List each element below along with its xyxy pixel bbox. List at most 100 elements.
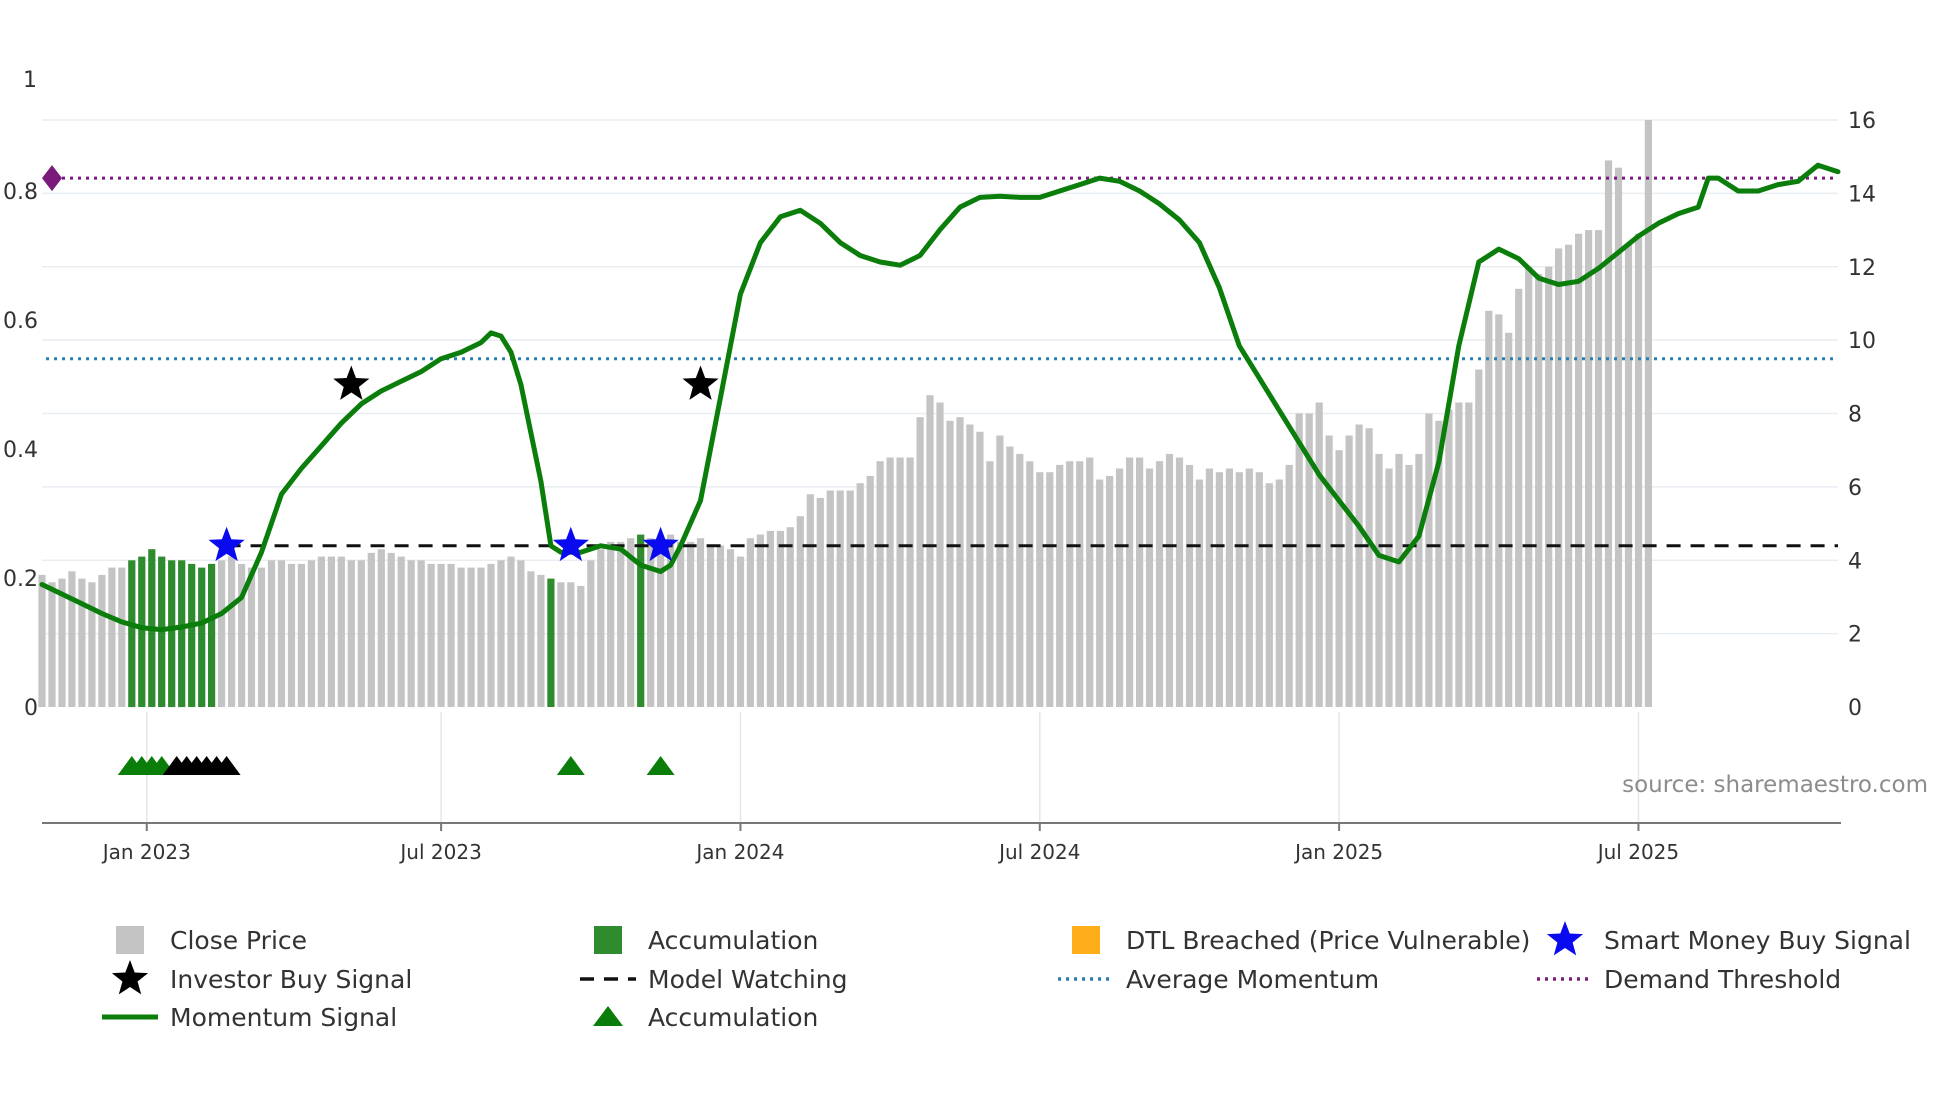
legend-close-price-swatch — [116, 926, 144, 954]
close-price-bar — [377, 549, 385, 707]
close-price-bar — [1285, 464, 1293, 707]
x-axis-tick-label: Jan 2023 — [101, 840, 191, 864]
close-price-bar — [397, 556, 405, 707]
close-price-bar — [916, 417, 924, 707]
close-price-bar — [996, 435, 1004, 707]
investor-buy-signal-icon — [682, 365, 719, 400]
signal-markers — [117, 365, 719, 775]
left-axis-tick-label: 0 — [24, 696, 38, 721]
close-price-bar — [946, 420, 954, 707]
close-price-bar — [477, 567, 485, 707]
investor-buy-signal-icon — [333, 365, 370, 400]
close-price-bar — [1565, 244, 1573, 707]
close-price-bar — [1325, 435, 1333, 707]
close-price-bar — [956, 417, 964, 707]
close-price-bar — [487, 563, 495, 707]
close-price-bar — [1155, 461, 1164, 707]
close-price-bar — [716, 545, 725, 707]
close-price-bar — [1535, 274, 1543, 707]
close-price-bar — [1515, 288, 1523, 707]
close-price-bar — [906, 457, 914, 707]
close-price-bar — [687, 541, 695, 707]
x-axis-tick-label: Jul 2024 — [997, 840, 1080, 864]
close-price-bar — [78, 578, 86, 707]
close-price-bar — [1056, 464, 1064, 707]
accumulation-bar — [208, 563, 216, 707]
x-axis-tick-label: Jan 2025 — [1293, 840, 1383, 864]
close-price-bar — [1215, 472, 1223, 707]
right-axis-tick-label: 10 — [1848, 329, 1876, 354]
close-price-bar — [746, 538, 754, 707]
legend-label-investor-buy: Investor Buy Signal — [170, 965, 412, 994]
close-price-bar — [627, 538, 635, 707]
close-price-bar — [736, 556, 745, 707]
legend-smart-money-icon — [1546, 921, 1584, 956]
legend-label-accumulation-markers: Accumulation — [648, 1003, 818, 1032]
close-price-bar — [497, 560, 505, 708]
accumulation-bar — [637, 534, 645, 707]
close-price-bar — [447, 563, 455, 707]
close-price-bar — [437, 563, 445, 707]
close-price-bar — [567, 582, 575, 707]
legend-label-dtl-breached: DTL Breached (Price Vulnerable) — [1126, 926, 1530, 955]
close-price-bar — [337, 556, 345, 707]
close-price-bar — [647, 538, 655, 707]
left-axis-tick-label: 0.8 — [3, 180, 38, 205]
accumulation-bar — [178, 560, 186, 708]
close-price-bar — [228, 556, 236, 707]
close-price-bar — [1096, 479, 1104, 707]
close-price-bar — [1165, 453, 1174, 707]
right-axis-tick-label: 0 — [1848, 696, 1862, 721]
close-price-bar — [537, 574, 545, 707]
legend-label-accumulation-bars: Accumulation — [648, 926, 818, 955]
close-price-bar — [1415, 453, 1423, 707]
accumulation-marker-icon — [646, 756, 675, 775]
momentum-signal-line — [39, 162, 1841, 633]
close-price-bar — [766, 530, 774, 707]
close-price-bar — [407, 560, 415, 708]
close-price-bar — [1335, 450, 1343, 707]
close-price-bar — [88, 582, 96, 707]
close-price-bar — [367, 552, 375, 707]
legend: Close Price Accumulation DTL Breached (Pri… — [102, 921, 1911, 1032]
close-price-bar — [876, 461, 884, 707]
close-price-bar — [1205, 468, 1213, 707]
close-price-bar — [1116, 468, 1124, 707]
close-price-bar — [966, 424, 974, 707]
close-price-bar — [247, 567, 256, 707]
close-price-bar — [1305, 413, 1313, 707]
close-price-bar — [1525, 266, 1533, 708]
close-price-bar — [1255, 472, 1263, 707]
close-price-bar — [58, 578, 66, 707]
close-price-bar — [577, 585, 585, 707]
close-price-bar — [976, 431, 984, 707]
x-axis-tick-label: Jul 2023 — [398, 840, 481, 864]
close-price-bar — [527, 571, 535, 707]
close-price-bar — [677, 541, 685, 707]
accumulation-bar — [168, 560, 176, 708]
close-price-bar — [1275, 479, 1283, 707]
left-axis-tick-label: 0.4 — [3, 438, 38, 463]
close-price-bar — [118, 567, 126, 707]
close-price-bar — [836, 490, 844, 707]
close-price-bar — [796, 516, 804, 707]
close-price-bar — [277, 560, 286, 708]
close-price-bar — [218, 560, 226, 708]
close-price-bar — [1185, 464, 1194, 707]
close-price-bar — [587, 560, 595, 708]
legend-investor-buy-icon — [111, 960, 149, 995]
close-price-bar — [1026, 461, 1034, 707]
close-price-bar — [257, 567, 266, 707]
investor-marker-icon — [212, 756, 241, 775]
right-axis-tick-label: 12 — [1848, 256, 1876, 281]
close-price-bar — [1395, 453, 1403, 707]
close-price-bar — [297, 563, 305, 707]
close-price-bar — [1145, 468, 1154, 707]
close-price-bar — [38, 574, 46, 707]
accumulation-marker-icon — [556, 756, 585, 775]
close-price-bar — [1545, 266, 1553, 708]
close-price-bar — [1036, 472, 1044, 707]
close-price-bar — [357, 560, 365, 708]
close-price-bar — [1315, 402, 1323, 707]
close-price-bar — [1235, 472, 1243, 707]
